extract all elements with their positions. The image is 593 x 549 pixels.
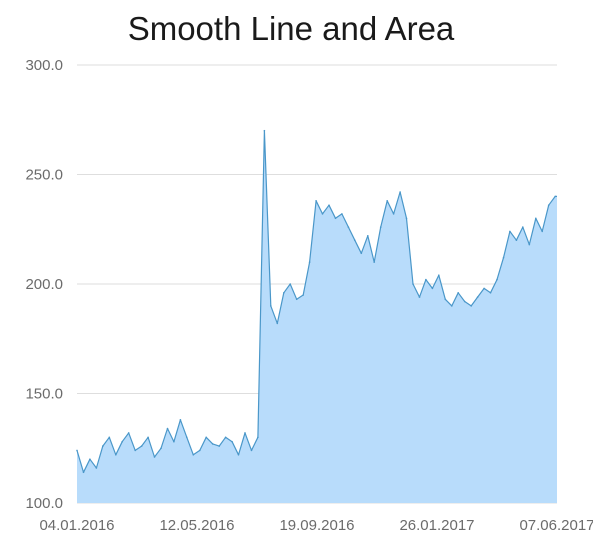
- data-point: [463, 300, 466, 303]
- data-point: [250, 449, 253, 452]
- data-point: [289, 283, 292, 285]
- data-point: [205, 436, 207, 439]
- data-point: [76, 449, 78, 452]
- x-axis-ticks: 04.01.2016 12.05.2016 19.09.2016 26.01.2017…: [39, 517, 593, 534]
- series-area-fill: [77, 130, 557, 503]
- y-tick-label: 200.0: [25, 276, 63, 293]
- data-point: [386, 200, 389, 202]
- data-point: [431, 287, 434, 290]
- data-point: [341, 213, 343, 215]
- data-point: [535, 217, 537, 220]
- data-point: [379, 226, 382, 228]
- data-point: [302, 294, 305, 296]
- data-point: [263, 129, 266, 132]
- series-area: [76, 130, 557, 503]
- data-point: [405, 217, 408, 220]
- x-tick-label: 12.05.2016: [159, 517, 234, 534]
- data-point: [373, 261, 376, 263]
- data-point: [418, 296, 421, 298]
- y-axis-ticks: 100.0 150.0 200.0 250.0 300.0: [25, 57, 63, 512]
- data-point: [108, 436, 111, 439]
- series-line: [76, 130, 557, 473]
- data-point: [82, 471, 85, 474]
- data-point: [231, 440, 233, 443]
- data-point: [367, 235, 369, 237]
- data-point: [470, 305, 473, 307]
- y-tick-label: 150.0: [25, 386, 63, 403]
- data-point: [457, 292, 460, 294]
- data-point: [451, 305, 453, 307]
- data-point: [547, 204, 550, 206]
- data-point: [295, 298, 298, 301]
- data-point: [328, 204, 330, 206]
- data-point: [179, 419, 182, 421]
- x-tick-label: 26.01.2017: [399, 517, 474, 534]
- y-tick-label: 250.0: [25, 167, 63, 184]
- data-point: [444, 298, 447, 301]
- data-point: [522, 226, 524, 228]
- data-point: [95, 467, 98, 469]
- data-point: [334, 217, 337, 220]
- data-point: [308, 261, 311, 263]
- data-point: [509, 230, 511, 233]
- data-point: [515, 239, 518, 241]
- y-tick-label: 300.0: [25, 57, 63, 74]
- data-point: [127, 432, 130, 434]
- data-point: [438, 274, 440, 277]
- data-point: [347, 226, 350, 228]
- data-point: [147, 436, 149, 439]
- data-point: [166, 427, 169, 430]
- data-point: [89, 458, 91, 461]
- data-point: [218, 445, 220, 447]
- data-point: [483, 287, 485, 290]
- data-point: [121, 440, 123, 443]
- data-point: [153, 456, 156, 458]
- data-point: [173, 440, 175, 443]
- data-point: [276, 322, 279, 325]
- data-point: [140, 445, 143, 447]
- x-tick-label: 07.06.2017: [519, 517, 593, 534]
- data-point: [412, 283, 414, 285]
- data-point: [554, 195, 556, 198]
- data-point: [399, 191, 401, 193]
- data-point: [199, 449, 201, 452]
- data-point: [160, 447, 162, 450]
- x-tick-label: 19.09.2016: [279, 517, 354, 534]
- data-point: [186, 436, 188, 439]
- data-point: [102, 445, 104, 447]
- chart-title: Smooth Line and Area: [128, 10, 455, 47]
- data-point: [315, 200, 317, 202]
- data-point: [257, 436, 259, 439]
- data-point: [476, 296, 479, 298]
- data-point: [354, 239, 356, 241]
- data-point: [360, 252, 363, 255]
- data-point: [321, 213, 324, 215]
- data-point: [192, 454, 195, 456]
- data-point: [489, 292, 492, 294]
- data-point: [283, 292, 285, 294]
- data-point: [224, 436, 227, 439]
- data-point: [392, 213, 395, 215]
- data-point: [270, 305, 272, 307]
- data-point: [502, 256, 505, 259]
- data-point: [425, 278, 427, 281]
- data-point: [211, 443, 214, 445]
- data-point: [134, 449, 136, 452]
- series-points: [76, 129, 556, 474]
- data-point: [528, 243, 531, 246]
- y-tick-label: 100.0: [25, 495, 63, 512]
- data-point: [237, 454, 240, 456]
- data-point: [115, 454, 117, 456]
- data-point: [244, 432, 246, 434]
- data-point: [496, 278, 498, 281]
- x-tick-label: 04.01.2016: [39, 517, 114, 534]
- data-point: [541, 230, 543, 233]
